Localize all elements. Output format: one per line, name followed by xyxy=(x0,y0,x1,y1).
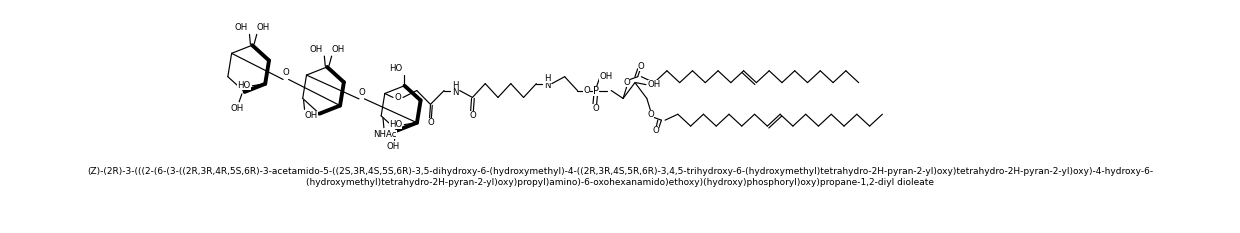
Text: OH: OH xyxy=(387,142,401,151)
Text: P: P xyxy=(593,86,599,96)
Text: N: N xyxy=(451,88,459,97)
Text: OH: OH xyxy=(257,23,270,32)
Text: OH: OH xyxy=(231,104,244,113)
Text: O: O xyxy=(647,110,653,119)
Text: O: O xyxy=(358,88,365,97)
Text: HO: HO xyxy=(389,120,402,129)
Text: H: H xyxy=(451,81,459,90)
Text: NHAc: NHAc xyxy=(373,130,397,139)
Text: O: O xyxy=(593,104,599,113)
Text: H: H xyxy=(544,74,551,83)
Text: (hydroxymethyl)tetrahydro-2H-pyran-2-yl)oxy)propyl)amino)-6-oxohexanamido)ethoxy: (hydroxymethyl)tetrahydro-2H-pyran-2-yl)… xyxy=(306,178,934,187)
Text: OH: OH xyxy=(309,45,322,54)
Text: OH: OH xyxy=(647,80,661,89)
Text: OH: OH xyxy=(305,111,317,120)
Text: N: N xyxy=(544,81,551,90)
Text: O: O xyxy=(469,111,476,120)
Text: O: O xyxy=(394,93,401,102)
Text: O: O xyxy=(427,118,434,127)
Text: O: O xyxy=(283,69,289,77)
Text: OH: OH xyxy=(599,72,613,81)
Text: OH: OH xyxy=(331,45,345,54)
Text: O: O xyxy=(624,78,630,87)
Text: (Z)-(2R)-3-(((2-(6-(3-((2R,3R,4R,5S,6R)-3-acetamido-5-((2S,3R,4S,5S,6R)-3,5-dihy: (Z)-(2R)-3-(((2-(6-(3-((2R,3R,4R,5S,6R)-… xyxy=(87,167,1153,176)
Text: OH: OH xyxy=(234,23,248,32)
Text: HO: HO xyxy=(389,64,403,73)
Text: O: O xyxy=(583,86,590,95)
Text: O: O xyxy=(652,126,660,134)
Text: O: O xyxy=(637,62,645,71)
Text: HO: HO xyxy=(237,81,250,90)
